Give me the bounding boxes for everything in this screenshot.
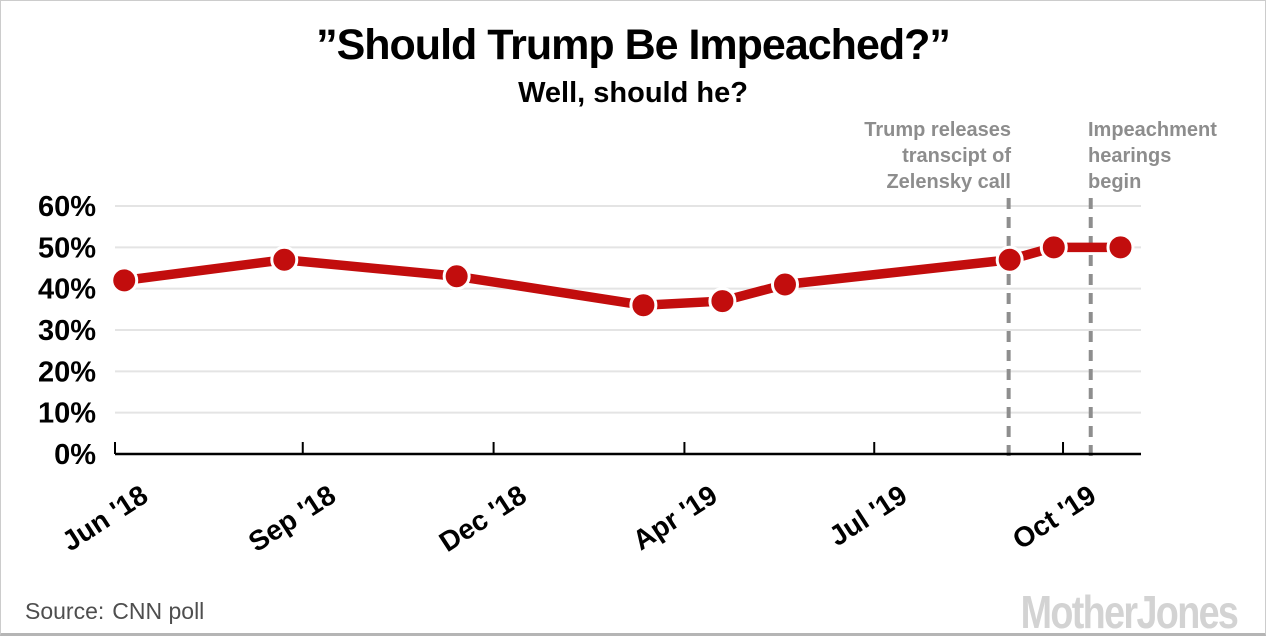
chart-title: ”Should Trump Be Impeached?” xyxy=(316,21,951,69)
data-point xyxy=(629,291,658,320)
x-tick-label: Dec '18 xyxy=(434,479,532,558)
annotation-hearings-begin: Impeachment hearings begin xyxy=(1088,117,1217,195)
x-tick-label: Apr '19 xyxy=(627,479,723,556)
x-tick-label: Jul '19 xyxy=(823,479,912,552)
data-point xyxy=(1039,233,1068,262)
data-point xyxy=(995,245,1024,274)
y-tick-label: 40% xyxy=(38,274,96,306)
annotation-line: Zelensky call xyxy=(886,171,1011,193)
data-point xyxy=(442,262,471,291)
y-tick-label: 0% xyxy=(54,439,96,471)
annotation-line: Trump releases xyxy=(864,119,1011,141)
data-point xyxy=(708,287,737,316)
source-label: Source: xyxy=(25,598,105,624)
source-note: Source: CNN poll xyxy=(25,598,204,625)
y-tick-label: 20% xyxy=(38,356,96,388)
chart-subtitle: Well, should he? xyxy=(518,77,748,109)
annotation-transcript-release: Trump releases transcipt of Zelensky cal… xyxy=(864,117,1011,195)
annotation-line: hearings xyxy=(1088,145,1172,167)
x-tick-label: Jun '18 xyxy=(56,479,153,557)
x-tick-label: Oct '19 xyxy=(1007,479,1101,555)
data-point xyxy=(770,270,799,299)
motherjones-logo: MotherJones xyxy=(1020,586,1238,636)
annotation-line: Impeachment xyxy=(1088,119,1217,141)
data-point xyxy=(270,245,299,274)
y-tick-label: 50% xyxy=(38,232,96,264)
x-tick-label: Sep '18 xyxy=(243,479,341,558)
y-tick-label: 30% xyxy=(38,315,96,347)
data-point xyxy=(1106,233,1135,262)
y-tick-label: 60% xyxy=(38,191,96,223)
annotation-line: transcipt of xyxy=(902,145,1011,167)
y-tick-label: 10% xyxy=(38,398,96,430)
annotation-line: begin xyxy=(1088,171,1142,193)
source-value: CNN poll xyxy=(112,598,205,624)
data-point xyxy=(110,266,139,295)
